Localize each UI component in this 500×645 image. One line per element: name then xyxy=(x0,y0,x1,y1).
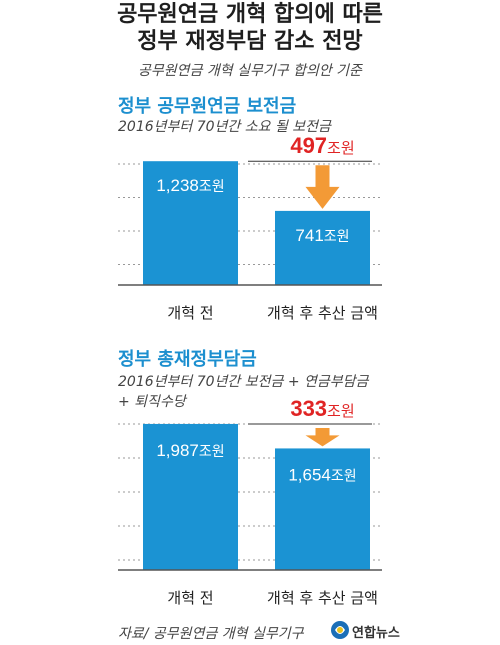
page-subtitle: 공무원연금 개혁 실무기구 합의안 기준 xyxy=(138,63,362,79)
chart1-category-label: 개혁 후 추산 금액 xyxy=(267,304,378,322)
chart1-data-label: 1,238조원 xyxy=(156,176,224,195)
chart2-category-label: 개혁 후 추산 금액 xyxy=(267,589,378,607)
chart1-difference-label: 497조원 xyxy=(290,135,354,158)
page-title-line1: 공무원연금 개혁 합의에 따른 xyxy=(117,2,383,27)
yonhap-logo-icon xyxy=(331,621,349,639)
chart2-bar xyxy=(275,448,370,570)
source-note: 자료/ 공무원연금 개혁 실무기구 xyxy=(118,626,304,642)
chart2-subtitle-line2: + 퇴직수당 xyxy=(118,394,186,410)
chart2-data-label: 1,987조원 xyxy=(156,441,224,460)
chart2-data-label: 1,654조원 xyxy=(288,465,356,484)
chart1-subtitle: 2016년부터 70년간 소요 될 보전금 xyxy=(118,119,331,135)
chart1-title: 정부 공무원연금 보전금 xyxy=(118,96,297,117)
chart1-bar xyxy=(143,161,238,285)
chart1-data-label: 741조원 xyxy=(295,226,349,245)
page-title-line2: 정부 재정부담 감소 전망 xyxy=(137,29,363,54)
chart1-down-arrow-icon xyxy=(305,165,340,209)
chart2-down-arrow-icon xyxy=(305,427,340,447)
chart2-difference-label: 333조원 xyxy=(290,396,354,421)
yonhap-logo-text: 연합뉴스 xyxy=(352,626,400,641)
chart2-category-label: 개혁 전 xyxy=(167,589,213,607)
chart1-bar xyxy=(275,210,370,285)
chart1-category-label: 개혁 전 xyxy=(167,304,213,322)
chart2-subtitle: 2016년부터 70년간 보전금 + 연금부담금 xyxy=(118,374,369,390)
chart2-title: 정부 총재정부담금 xyxy=(118,349,257,370)
chart2-bar xyxy=(143,423,238,570)
